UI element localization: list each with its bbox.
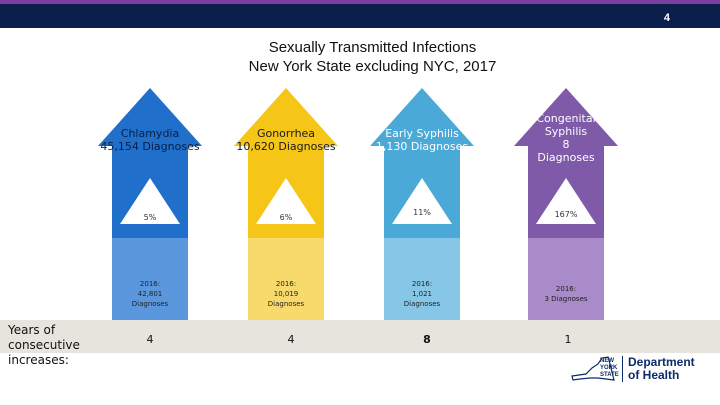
nys-doh-logo: NEW YORK STATE Department of Health: [568, 354, 718, 384]
congenital-syphilis-prev: 2016: 3 Diagnoses: [514, 284, 618, 304]
congenital-syphilis-prev-year: 2016:: [555, 285, 577, 293]
early-syphilis-prev-unit: Diagnoses: [403, 300, 441, 308]
consecutive-increases-band: [0, 320, 720, 353]
gonorrhea-prev: 2016: 10,019 Diagnoses: [234, 279, 338, 309]
slide-subtitle: New York State excluding NYC, 2017: [248, 58, 497, 75]
logo-state-line2: YORK: [600, 365, 618, 371]
slide-title: Sexually Transmitted Infections: [268, 39, 477, 56]
chlamydia-name: Chlamydia: [120, 127, 180, 140]
early-syphilis-prev-count: 1,021: [411, 290, 433, 298]
early-syphilis-label: Early Syphilis 1,130 Diagnoses: [370, 127, 474, 153]
page-number: 4: [663, 12, 670, 24]
gonorrhea-arrow: Gonorrhea 10,620 Diagnoses 6% 2016: 10,0…: [234, 88, 338, 320]
congenital-syphilis-name: Congenital Syphilis: [536, 112, 596, 138]
early-syphilis-arrow-shape: [370, 88, 474, 320]
congenital-syphilis-arrow: Congenital Syphilis 8 Diagnoses 167% 201…: [514, 88, 618, 320]
congenital-syphilis-unit: Diagnoses: [537, 151, 595, 164]
consecutive-increases-label: Years of consecutive increases:: [8, 323, 80, 367]
logo-state-line1: NEW: [600, 358, 614, 364]
congenital-syphilis-arrow-shape: [514, 88, 618, 320]
congenital-syphilis-count: 8: [562, 138, 570, 151]
early-syphilis-change: 11%: [413, 208, 431, 217]
early-syphilis-prev: 2016: 1,021 Diagnoses: [370, 279, 474, 309]
chlamydia-prev-year: 2016:: [139, 280, 161, 288]
header-bar: 4: [0, 0, 720, 28]
early-syphilis-count: 1,130 Diagnoses: [375, 140, 469, 153]
early-syphilis-arrow: Early Syphilis 1,130 Diagnoses 11% 2016:…: [370, 88, 474, 320]
chlamydia-arrow: Chlamydia 45,154 Diagnoses 5% 2016: 42,8…: [98, 88, 202, 320]
gonorrhea-prev-count: 10,019: [273, 290, 299, 298]
congenital-syphilis-change: 167%: [554, 210, 578, 219]
gonorrhea-count: 10,620 Diagnoses: [236, 140, 336, 153]
gonorrhea-label: Gonorrhea 10,620 Diagnoses: [234, 127, 338, 153]
logo-dept-line1: Department: [628, 355, 695, 369]
chlamydia-prev-unit: Diagnoses: [131, 300, 169, 308]
logo-dept-line2: of Health: [628, 368, 680, 382]
logo-department: Department of Health: [628, 356, 695, 382]
early-syphilis-consecutive: 8: [423, 333, 431, 346]
gonorrhea-prev-year: 2016:: [275, 280, 297, 288]
early-syphilis-name: Early Syphilis: [385, 127, 459, 140]
chlamydia-change: 5%: [143, 213, 157, 222]
congenital-syphilis-prev-count: 3 Diagnoses: [544, 295, 588, 303]
chlamydia-consecutive: 4: [146, 333, 154, 346]
gonorrhea-prev-unit: Diagnoses: [267, 300, 305, 308]
logo-state: NEW YORK STATE: [600, 358, 619, 379]
chlamydia-arrow-shape: [98, 88, 202, 320]
chlamydia-count: 45,154 Diagnoses: [100, 140, 200, 153]
congenital-syphilis-label: Congenital Syphilis 8 Diagnoses: [514, 112, 618, 164]
chlamydia-prev-count: 42,801: [137, 290, 163, 298]
gonorrhea-arrow-shape: [234, 88, 338, 320]
gonorrhea-name: Gonorrhea: [256, 127, 316, 140]
logo-divider: [622, 356, 623, 382]
gonorrhea-consecutive: 4: [287, 333, 295, 346]
nys-map-icon: [571, 356, 615, 381]
logo-state-line3: STATE: [600, 372, 619, 378]
chlamydia-label: Chlamydia 45,154 Diagnoses: [98, 127, 202, 153]
chlamydia-prev: 2016: 42,801 Diagnoses: [98, 279, 202, 309]
congenital-syphilis-consecutive: 1: [564, 333, 572, 346]
early-syphilis-prev-year: 2016:: [411, 280, 433, 288]
gonorrhea-change: 6%: [279, 213, 293, 222]
